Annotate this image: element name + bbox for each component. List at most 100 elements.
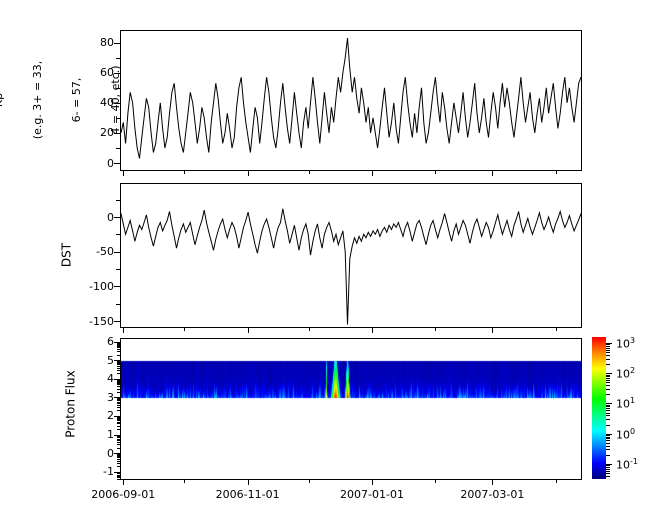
proton-ytick-log-minor [117, 459, 120, 460]
colorbar-tick-minor [606, 471, 610, 472]
kp-xtick-minor [184, 171, 185, 174]
dst-series-line [121, 208, 581, 325]
dst-panel [120, 183, 582, 328]
proton-ytick-log-minor [117, 440, 120, 441]
proton-ytick-log-minor [117, 370, 120, 371]
colorbar-tick-minor [606, 437, 610, 438]
kp-xtick-major [492, 171, 493, 176]
proton-ytick-log-minor [117, 429, 120, 430]
proton-ytick-log-minor [117, 355, 120, 356]
proton-ytick-log-minor [117, 479, 120, 480]
proton-ytick-log-minor [117, 442, 120, 443]
kp-ytick-label: 20 [100, 126, 114, 140]
kp-ytick-label: 60 [100, 66, 114, 80]
colorbar-tick-major [606, 434, 612, 435]
proton-ytick-label: 5 [107, 353, 114, 367]
proton-ytick-log-minor [117, 448, 120, 449]
proton-xtick-minor [309, 480, 310, 483]
colorbar-tick-label: 100 [616, 426, 636, 442]
kp-ytick-label: 0 [107, 156, 114, 170]
dst-ytick-minor [116, 234, 120, 235]
proton-ytick-log-minor [117, 423, 120, 424]
colorbar-tick-minor [606, 394, 610, 395]
dst-ytick-label: -50 [96, 245, 114, 259]
colorbar [592, 337, 606, 479]
proton-ytick-label: 1 [107, 428, 114, 442]
proton-ytick-log-minor [117, 405, 120, 406]
proton-ytick-log-minor [117, 426, 120, 427]
kp-series-line [121, 38, 581, 159]
colorbar-tick-major [606, 373, 612, 374]
proton-ytick-log-minor [117, 407, 120, 408]
dst-ytick-major [114, 252, 120, 253]
proton-ytick-log-minor [117, 373, 120, 374]
proton-ytick-log-minor [117, 398, 120, 399]
dst-xtick-minor [184, 328, 185, 331]
date-tick-label: 2007-01-01 [340, 488, 404, 501]
proton-ytick-major [114, 379, 120, 380]
colorbar-tick-minor [606, 465, 610, 466]
proton-ytick-log-minor [117, 392, 120, 393]
kp-xtick-minor [435, 171, 436, 174]
kp-xtick-minor [556, 171, 557, 174]
kp-ytick-minor [116, 118, 120, 119]
colorbar-tick-minor [606, 405, 610, 406]
proton-ytick-log-minor [117, 381, 120, 382]
proton-ytick-log-minor [117, 363, 120, 364]
proton-ytick-log-minor [117, 386, 120, 387]
colorbar-tick-minor [606, 469, 610, 470]
proton-ytick-log-minor [117, 362, 120, 363]
proton-ytick-major [114, 397, 120, 398]
colorbar-tick-minor [606, 346, 610, 347]
proton-ytick-log-minor [117, 455, 120, 456]
proton-ytick-log-minor [117, 389, 120, 390]
dst-ytick-label: -100 [89, 279, 114, 293]
proton-xtick-minor [435, 480, 436, 483]
proton-ytick-log-minor [117, 466, 120, 467]
proton-flux-spectrogram [121, 339, 581, 479]
dst-xtick-minor [309, 328, 310, 331]
colorbar-tick-minor [606, 406, 610, 407]
colorbar-tick-minor [606, 415, 610, 416]
proton-ytick-log-minor [117, 475, 120, 476]
proton-ytick-log-minor [117, 419, 120, 420]
proton-ytick-log-minor [117, 456, 120, 457]
proton-ytick-log-minor [117, 349, 120, 350]
kp-ytick-minor [116, 88, 120, 89]
proton-ytick-log-minor [117, 345, 120, 346]
dst-ytick-minor [116, 200, 120, 201]
proton-ytick-log-minor [117, 399, 120, 400]
colorbar-tick-minor [606, 389, 610, 390]
colorbar-tick-label: 102 [616, 366, 636, 381]
proton-ytick-log-minor [117, 366, 120, 367]
dst-xtick-major [372, 328, 373, 333]
colorbar-tick-minor [606, 375, 610, 376]
proton-xtick-major [372, 480, 373, 485]
colorbar-tick-minor [606, 476, 610, 477]
colorbar-tick-minor [606, 438, 610, 439]
colorbar-tick-label: 101 [616, 396, 636, 412]
proton-ytick-log-minor [117, 351, 120, 352]
proton-ytick-log-minor [117, 454, 120, 455]
proton-ytick-log-minor [117, 402, 120, 403]
colorbar-tick-major [606, 403, 612, 404]
proton-flux-panel [120, 338, 582, 480]
colorbar-tick-minor [606, 413, 610, 414]
colorbar-tick-minor [606, 467, 610, 468]
proton-ytick-log-minor [117, 473, 120, 474]
proton-ytick-log-minor [117, 420, 120, 421]
colorbar-tick-minor [606, 446, 610, 447]
colorbar-tick-minor [606, 410, 610, 411]
colorbar-tick-minor [606, 440, 610, 441]
proton-ytick-log-minor [117, 461, 120, 462]
kp-ytick-major [114, 163, 120, 164]
colorbar-tick-minor [606, 350, 610, 351]
colorbar-tick-minor [606, 380, 610, 381]
proton-ytick-major [114, 416, 120, 417]
proton-ytick-major [114, 360, 120, 361]
proton-ytick-label: 3 [107, 390, 114, 404]
dst-ytick-minor [116, 269, 120, 270]
dst-ytick-major [114, 321, 120, 322]
proton-ytick-log-minor [117, 410, 120, 411]
